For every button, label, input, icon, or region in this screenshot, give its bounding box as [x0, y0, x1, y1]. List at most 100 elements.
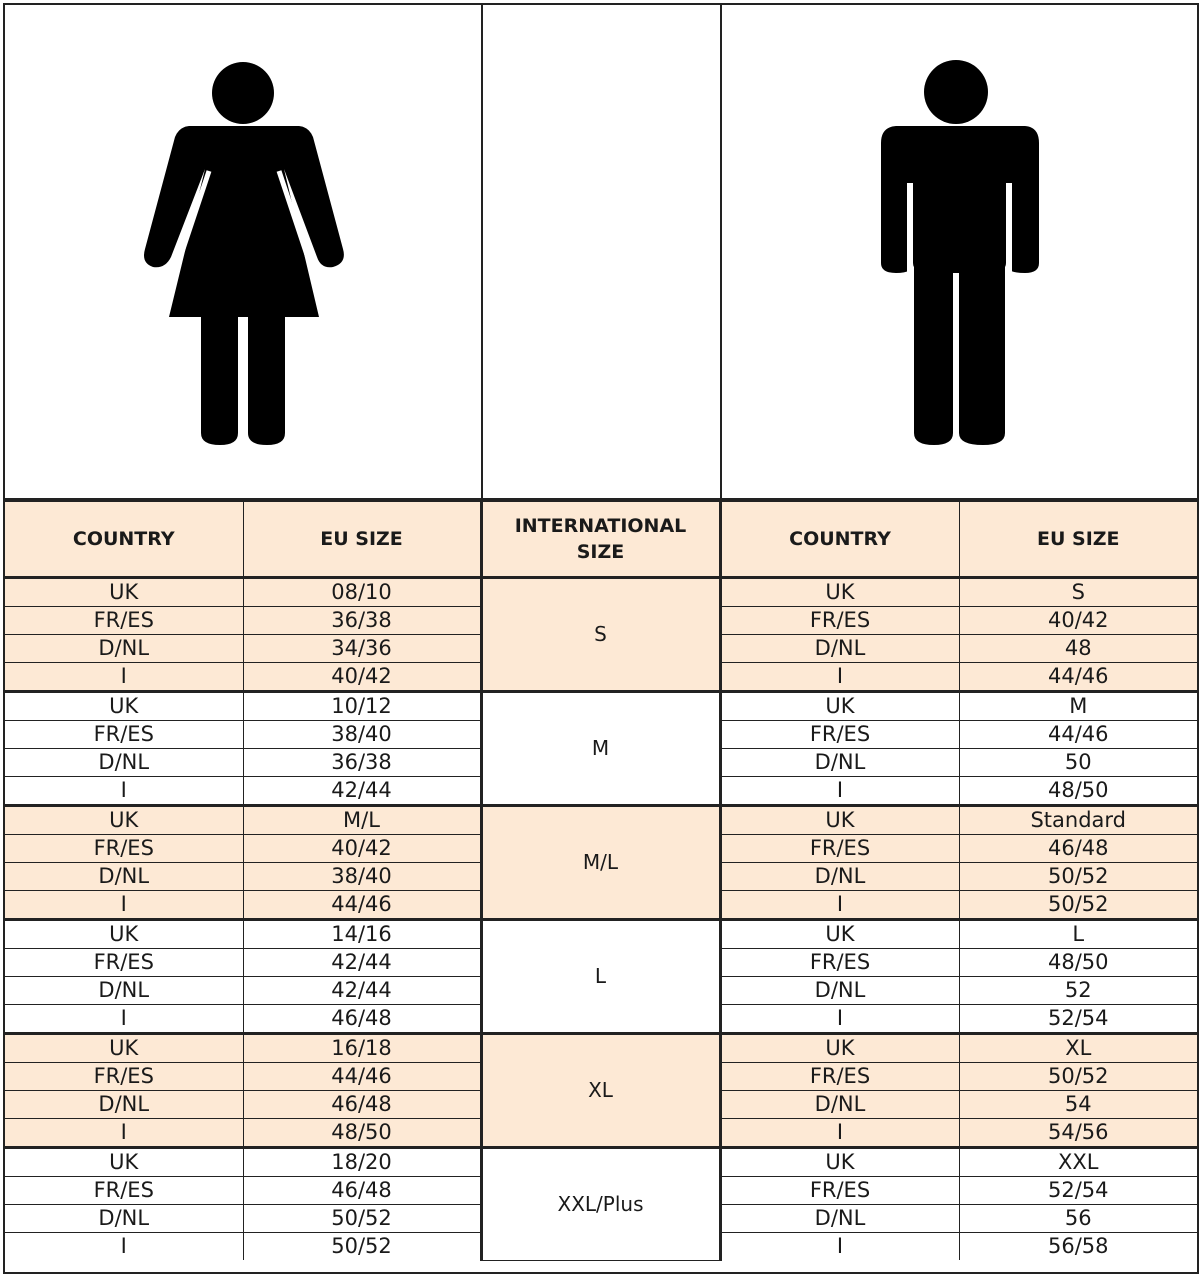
international-size-cell: L [479, 918, 722, 1034]
men-country-cell: D/NL [719, 862, 960, 891]
women-country-cell: FR/ES [5, 834, 244, 863]
table-row: D/NL 46/48 D/NL 54 [5, 1090, 1197, 1119]
men-country-cell: FR/ES [719, 834, 960, 863]
table-row: FR/ES 40/42 FR/ES 46/48 [5, 834, 1197, 863]
women-eu-size-cell: 38/40 [242, 862, 482, 891]
women-eu-size-cell: 18/20 [242, 1146, 482, 1177]
women-country-cell: FR/ES [5, 1062, 244, 1091]
table-row: D/NL 38/40 D/NL 50/52 [5, 862, 1197, 891]
women-country-cell: FR/ES [5, 720, 244, 749]
men-country-cell: FR/ES [719, 1176, 960, 1205]
men-country-cell: UK [719, 804, 960, 835]
women-eu-size-cell: 36/38 [242, 606, 482, 635]
men-country-cell: FR/ES [719, 606, 960, 635]
table-row: UK M/L M/L UK Standard [5, 804, 1197, 920]
men-country-cell: UK [719, 1032, 960, 1063]
women-eu-size-cell: 44/46 [242, 890, 482, 920]
men-eu-size-cell: XXL [958, 1146, 1197, 1177]
men-eu-size-cell: 44/46 [958, 662, 1197, 692]
divider [720, 5, 722, 498]
men-country-cell: I [719, 1118, 960, 1148]
table-row: FR/ES 44/46 FR/ES 50/52 [5, 1062, 1197, 1091]
women-country-cell: UK [5, 1032, 244, 1063]
women-country-cell: I [5, 662, 244, 692]
women-country-cell: FR/ES [5, 606, 244, 635]
women-eu-size-cell: 40/42 [242, 834, 482, 863]
international-size-cell: XL [479, 1032, 722, 1148]
table-row: UK 16/18 XL UK XL [5, 1032, 1197, 1148]
men-country-cell: FR/ES [719, 720, 960, 749]
women-country-cell: D/NL [5, 748, 244, 777]
men-eu-size-cell: 44/46 [958, 720, 1197, 749]
women-country-cell: FR/ES [5, 948, 244, 977]
women-country-header: COUNTRY [5, 501, 244, 579]
women-country-cell: UK [5, 577, 244, 607]
women-country-cell: D/NL [5, 1090, 244, 1119]
men-country-cell: I [719, 662, 960, 692]
women-country-cell: D/NL [5, 976, 244, 1005]
men-eu-size-cell: L [958, 918, 1197, 949]
men-country-cell: I [719, 776, 960, 806]
table-row: FR/ES 46/48 FR/ES 52/54 [5, 1176, 1197, 1205]
table-row: D/NL 50/52 D/NL 56 [5, 1204, 1197, 1233]
women-eu-size-cell: 46/48 [242, 1004, 482, 1034]
men-eu-size-cell: Standard [958, 804, 1197, 835]
women-eu-size-cell: 40/42 [242, 662, 482, 692]
men-country-cell: UK [719, 577, 960, 607]
men-eu-size-cell: XL [958, 1032, 1197, 1063]
women-country-cell: D/NL [5, 862, 244, 891]
women-eu-size-cell: 48/50 [242, 1118, 482, 1148]
women-country-cell: FR/ES [5, 1176, 244, 1205]
women-country-cell: I [5, 776, 244, 806]
table-row: D/NL 36/38 D/NL 50 [5, 748, 1197, 777]
international-size-cell: M/L [479, 804, 722, 920]
man-figure-icon [881, 60, 1039, 445]
men-eu-size-cell: 50/52 [958, 890, 1197, 920]
men-country-cell: D/NL [719, 1090, 960, 1119]
international-size-cell: M [479, 690, 722, 806]
men-eu-size-cell: S [958, 577, 1197, 607]
women-eu-size-cell: 44/46 [242, 1062, 482, 1091]
figure-row [5, 5, 1197, 501]
international-size-header: INTERNATIONAL SIZE [479, 501, 722, 579]
women-country-cell: UK [5, 1146, 244, 1177]
men-country-cell: D/NL [719, 1204, 960, 1233]
men-eu-size-cell: M [958, 690, 1197, 721]
women-country-cell: UK [5, 804, 244, 835]
table-row: I 48/50 I 54/56 [5, 1118, 1197, 1148]
women-eu-size-cell: 16/18 [242, 1032, 482, 1063]
women-country-cell: UK [5, 690, 244, 721]
men-eu-size-cell: 40/42 [958, 606, 1197, 635]
women-eu-size-cell: 46/48 [242, 1090, 482, 1119]
table-row: UK 14/16 L UK L [5, 918, 1197, 1034]
table-row: I 44/46 I 50/52 [5, 890, 1197, 920]
men-eu-size-cell: 48/50 [958, 776, 1197, 806]
table-row: UK 10/12 M UK M [5, 690, 1197, 806]
women-country-cell: D/NL [5, 1204, 244, 1233]
men-country-cell: I [719, 1004, 960, 1034]
women-eu-size-cell: 14/16 [242, 918, 482, 949]
men-eu-size-header: EU SIZE [958, 501, 1197, 579]
men-eu-size-cell: 46/48 [958, 834, 1197, 863]
men-country-cell: UK [719, 690, 960, 721]
women-eu-size-cell: 50/52 [242, 1204, 482, 1233]
women-country-cell: UK [5, 918, 244, 949]
women-country-cell: D/NL [5, 634, 244, 663]
men-eu-size-cell: 52/54 [958, 1004, 1197, 1034]
women-eu-size-cell: 10/12 [242, 690, 482, 721]
men-eu-size-cell: 48 [958, 634, 1197, 663]
women-eu-size-header: EU SIZE [242, 501, 482, 579]
women-eu-size-cell: M/L [242, 804, 482, 835]
size-chart: COUNTRY EU SIZE INTERNATIONAL SIZE COUNT… [3, 3, 1199, 1274]
men-eu-size-cell: 52/54 [958, 1176, 1197, 1205]
women-eu-size-cell: 38/40 [242, 720, 482, 749]
men-country-cell: UK [719, 1146, 960, 1177]
women-eu-size-cell: 50/52 [242, 1232, 482, 1260]
woman-figure-icon [144, 62, 344, 445]
table-row: UK 18/20 XXL/Plus UK XXL [5, 1146, 1197, 1261]
men-country-cell: UK [719, 918, 960, 949]
table-row: I 50/52 I 56/58 [5, 1232, 1197, 1260]
women-eu-size-cell: 42/44 [242, 976, 482, 1005]
women-country-cell: I [5, 1118, 244, 1148]
women-eu-size-cell: 46/48 [242, 1176, 482, 1205]
